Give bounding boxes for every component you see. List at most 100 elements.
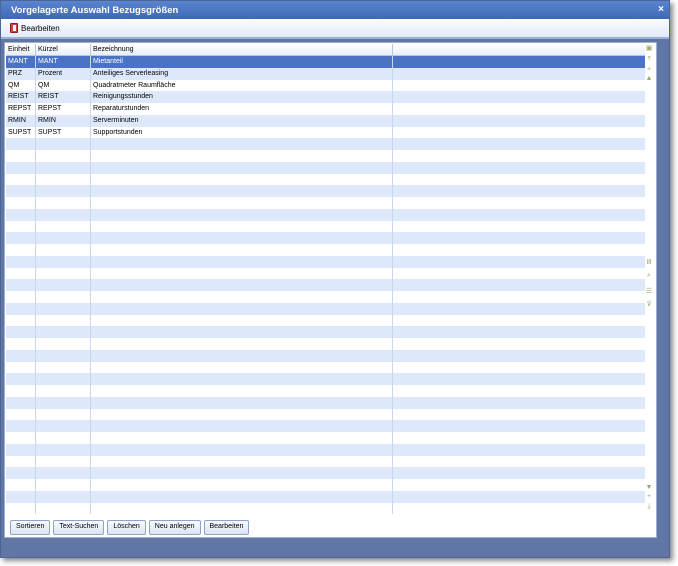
table-cell[interactable]: [393, 68, 645, 80]
table-cell[interactable]: [393, 326, 645, 338]
table-cell[interactable]: [6, 244, 36, 256]
table-cell[interactable]: [36, 432, 91, 444]
grid-options-icon[interactable]: ☰: [645, 288, 653, 295]
table-row[interactable]: [6, 349, 645, 362]
table-cell[interactable]: [393, 362, 645, 374]
table-row[interactable]: [6, 197, 645, 209]
table-cell[interactable]: [393, 373, 645, 385]
table-cell[interactable]: [91, 208, 393, 221]
table-row[interactable]: [6, 467, 645, 479]
table-cell[interactable]: [393, 385, 645, 397]
table-row[interactable]: [6, 326, 645, 338]
page-up-icon[interactable]: +: [646, 66, 652, 73]
text-search-button[interactable]: Text-Suchen: [53, 520, 105, 535]
table-cell[interactable]: QM: [6, 79, 36, 92]
table-cell[interactable]: [91, 467, 393, 479]
table-cell[interactable]: PRZ: [6, 67, 36, 80]
table-row[interactable]: [6, 479, 645, 491]
table-cell[interactable]: [6, 479, 36, 491]
table-cell[interactable]: [6, 432, 36, 444]
table-row[interactable]: [6, 302, 645, 315]
table-row[interactable]: MANT MANT Mietanteil: [6, 56, 645, 68]
table-cell[interactable]: MANT: [6, 56, 36, 68]
table-cell[interactable]: [91, 326, 393, 338]
table-cell[interactable]: [393, 232, 645, 244]
table-cell[interactable]: REIST: [36, 91, 91, 103]
sort-button[interactable]: Sortieren: [10, 520, 51, 535]
table-cell[interactable]: Quadratmeter Raumfläche: [91, 79, 393, 92]
table-cell[interactable]: [6, 279, 36, 291]
table-cell[interactable]: [91, 138, 393, 150]
table-cell[interactable]: [393, 467, 645, 479]
page-down-icon[interactable]: +: [646, 493, 652, 500]
table-row[interactable]: [6, 385, 645, 397]
table-cell[interactable]: [393, 174, 645, 186]
table-cell[interactable]: [91, 150, 393, 162]
table-cell[interactable]: [393, 138, 645, 150]
table-cell[interactable]: [6, 467, 36, 479]
grid-scrollbar[interactable]: ▣ ⤒ + ▲ Ⅲ ⌕ ☰ ⊽ ▼ + ⤓: [643, 44, 655, 514]
table-cell[interactable]: [36, 197, 91, 209]
table-cell[interactable]: [36, 161, 91, 174]
toolbar-edit-button[interactable]: Bearbeiten: [10, 23, 60, 33]
table-cell[interactable]: [91, 197, 393, 209]
table-cell[interactable]: [36, 232, 91, 244]
close-icon[interactable]: ×: [658, 4, 664, 15]
table-cell[interactable]: [393, 479, 645, 491]
table-cell[interactable]: [393, 303, 645, 315]
table-cell[interactable]: [6, 408, 36, 421]
table-cell[interactable]: [6, 291, 36, 303]
table-cell[interactable]: [393, 268, 645, 280]
table-cell[interactable]: Serverminuten: [91, 114, 393, 127]
table-cell[interactable]: [36, 443, 91, 456]
table-cell[interactable]: [393, 56, 645, 68]
table-cell[interactable]: [6, 197, 36, 209]
table-cell[interactable]: [6, 220, 36, 233]
table-row[interactable]: [6, 232, 645, 244]
table-cell[interactable]: [6, 208, 36, 221]
prev-record-icon[interactable]: ▲: [645, 75, 653, 82]
table-cell[interactable]: [91, 349, 393, 362]
table-cell[interactable]: [36, 502, 91, 514]
table-cell[interactable]: [36, 408, 91, 421]
table-cell[interactable]: [91, 385, 393, 397]
table-cell[interactable]: [36, 314, 91, 327]
table-row[interactable]: [6, 208, 645, 221]
table-cell[interactable]: [91, 420, 393, 432]
table-cell[interactable]: [393, 456, 645, 468]
table-cell[interactable]: [36, 326, 91, 338]
table-cell[interactable]: [36, 150, 91, 162]
column-header-bezeichnung[interactable]: Bezeichnung: [91, 44, 393, 56]
table-cell[interactable]: [36, 138, 91, 150]
table-cell[interactable]: [393, 291, 645, 303]
table-cell[interactable]: [36, 279, 91, 291]
table-cell[interactable]: [393, 91, 645, 103]
table-row[interactable]: [6, 138, 645, 150]
table-cell[interactable]: [393, 432, 645, 444]
last-record-icon[interactable]: ⤓: [647, 503, 651, 510]
table-cell[interactable]: [393, 127, 645, 139]
table-cell[interactable]: [393, 115, 645, 127]
table-row[interactable]: [6, 443, 645, 456]
table-row[interactable]: PRZ Prozent Anteiliges Serverleasing: [6, 67, 645, 80]
table-cell[interactable]: SUPST: [36, 126, 91, 139]
first-record-icon[interactable]: ⤒: [647, 56, 651, 63]
table-cell[interactable]: [6, 338, 36, 350]
table-cell[interactable]: [36, 173, 91, 186]
table-cell[interactable]: [36, 291, 91, 303]
table-cell[interactable]: MANT: [36, 56, 91, 68]
table-cell[interactable]: [91, 408, 393, 421]
table-cell[interactable]: Prozent: [36, 67, 91, 80]
table-cell[interactable]: [393, 315, 645, 327]
table-cell[interactable]: [393, 150, 645, 162]
table-cell[interactable]: [91, 173, 393, 186]
table-cell[interactable]: [36, 267, 91, 280]
table-cell[interactable]: [36, 338, 91, 350]
table-cell[interactable]: [91, 361, 393, 374]
table-row[interactable]: [6, 455, 645, 468]
table-cell[interactable]: [36, 220, 91, 233]
table-cell[interactable]: [36, 244, 91, 256]
search-icon[interactable]: ⌕: [647, 272, 651, 279]
table-cell[interactable]: RMIN: [36, 114, 91, 127]
table-cell[interactable]: [91, 490, 393, 503]
